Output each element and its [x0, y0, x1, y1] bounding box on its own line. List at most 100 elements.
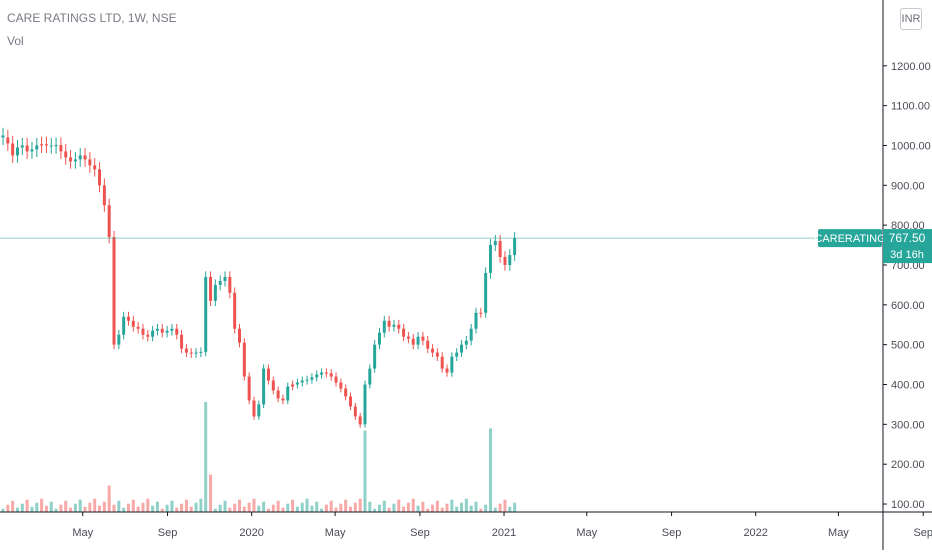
volume-bar — [59, 504, 63, 512]
volume-bar — [44, 505, 48, 512]
volume-bar — [305, 498, 309, 512]
volume-bar — [344, 499, 348, 512]
y-tick-label: 400.00 — [891, 380, 925, 392]
volume-bar — [358, 498, 362, 512]
volume-bar — [107, 485, 111, 512]
volume-bar — [392, 503, 396, 512]
volume-bar — [266, 508, 270, 512]
volume-bar — [363, 430, 367, 512]
candle-body — [344, 388, 348, 397]
volume-bar — [513, 502, 517, 512]
volume-bar — [286, 503, 290, 512]
symbol-tag — [818, 229, 882, 248]
volume-bar — [189, 506, 193, 512]
volume-bar — [281, 507, 285, 512]
volume-bar — [160, 508, 164, 512]
candle-body — [377, 332, 381, 345]
volume-bar — [411, 498, 415, 512]
candle-body — [49, 145, 53, 147]
x-tick-label: Sep — [410, 527, 430, 539]
candle-body — [180, 334, 184, 349]
volume-bar — [73, 503, 77, 512]
volume-bar — [146, 498, 150, 512]
candle-body — [44, 144, 48, 146]
candle-body — [431, 348, 435, 353]
candle-body — [88, 159, 92, 166]
candle-body — [146, 334, 150, 337]
volume-bar — [35, 502, 39, 512]
candle-body — [320, 372, 324, 375]
candle-body — [184, 348, 188, 353]
volume-bar — [247, 502, 251, 512]
volume-bar — [493, 507, 497, 512]
candle-body — [252, 400, 256, 417]
volume-bar — [223, 500, 227, 512]
candle-body — [126, 316, 130, 321]
volume-bar — [484, 504, 488, 512]
volume-bar — [271, 504, 275, 512]
volume-bar — [421, 501, 425, 512]
candle-body — [155, 328, 159, 331]
candle-body — [54, 145, 58, 147]
candle-body — [141, 328, 145, 335]
volume-bar — [315, 501, 319, 512]
x-tick-label: 2022 — [743, 527, 767, 539]
candle-body — [479, 312, 483, 314]
candle-body — [78, 155, 82, 160]
candle-body — [349, 396, 353, 407]
volume-bar — [1, 508, 5, 512]
candle-body — [281, 398, 285, 401]
volume-bar — [257, 505, 261, 512]
volume-bar — [349, 506, 353, 512]
candle-body — [402, 328, 406, 337]
candle-body — [83, 155, 87, 160]
volume-bar — [508, 506, 512, 512]
volume-bar — [329, 500, 333, 512]
candle-body — [295, 382, 299, 385]
volume-bar — [102, 501, 106, 512]
currency-button[interactable]: INR — [900, 8, 922, 30]
candle-body — [498, 241, 502, 258]
volume-bar — [20, 503, 24, 512]
candle-body — [35, 145, 39, 150]
volume-bar — [15, 507, 19, 512]
volume-bar — [368, 501, 372, 512]
volume-bar — [334, 507, 338, 512]
candle-body — [69, 157, 73, 162]
x-tick-label: May — [576, 527, 597, 539]
volume-bar — [170, 500, 174, 512]
candle-body — [136, 326, 140, 329]
candle-body — [276, 390, 280, 399]
volume-bar — [64, 500, 68, 512]
candle-body — [450, 356, 454, 373]
volume-bar — [291, 499, 295, 512]
volume-bar — [498, 503, 502, 512]
volume-bar — [126, 503, 130, 512]
volume-bar — [377, 504, 381, 512]
y-tick-label: 300.00 — [891, 419, 925, 431]
y-tick-label: 900.00 — [891, 180, 925, 192]
x-tick-label: Sep — [662, 527, 682, 539]
volume-bar — [440, 507, 444, 512]
volume-bar — [488, 428, 492, 512]
candle-body — [213, 284, 217, 301]
candle-body — [286, 386, 290, 401]
volume-bar — [310, 505, 314, 512]
candle-body — [98, 169, 102, 186]
candle-body — [25, 145, 29, 152]
volume-bar — [324, 504, 328, 512]
candle-body — [300, 380, 304, 383]
candle-body — [460, 344, 464, 353]
candle-body — [469, 328, 473, 341]
candle-body — [257, 404, 261, 417]
volume-bar — [228, 507, 232, 512]
volume-bar — [431, 504, 435, 512]
candle-body — [435, 352, 439, 357]
volume-bar — [397, 499, 401, 512]
volume-bar — [238, 499, 241, 512]
x-tick-label: 2020 — [239, 527, 263, 539]
candle-body — [20, 145, 24, 148]
candle-body — [247, 376, 251, 401]
